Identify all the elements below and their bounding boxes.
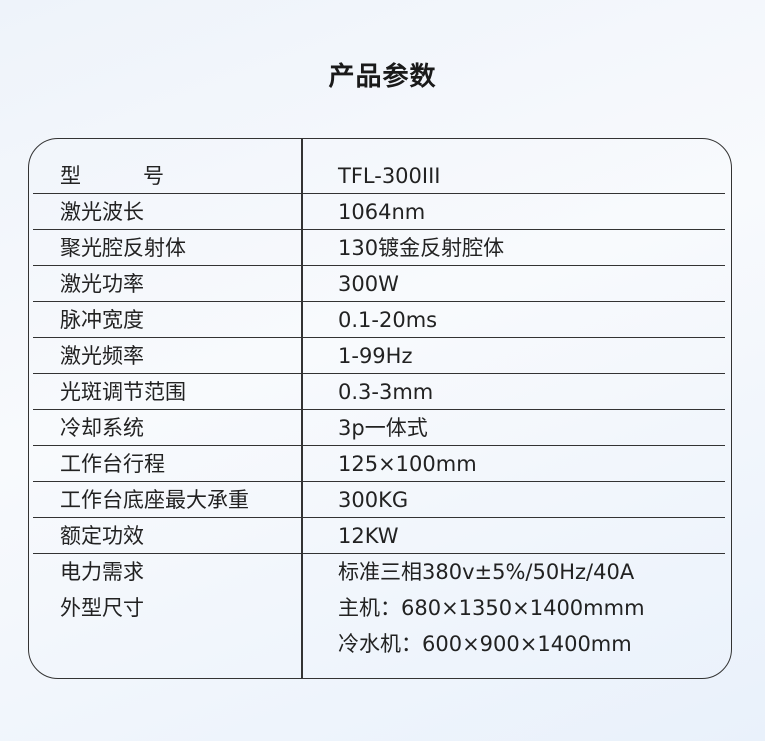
spec-row: 激光功率 300W [33,266,725,302]
spec-row: 额定功效 12KW [33,518,725,554]
spec-value: 1-99Hz [338,344,413,368]
spec-key: 额定功效 [60,524,144,548]
spec-value: 冷水机：600×900×1400mm [338,632,632,656]
spec-key: 聚光腔反射体 [60,236,186,260]
spec-key-part: 号 [143,164,164,188]
spec-row: 聚光腔反射体 130镀金反射腔体 [33,230,725,266]
spec-key: 电力需求 [60,560,144,584]
spec-value: TFL-300III [338,164,441,188]
page-title: 产品参数 [328,62,437,92]
spec-table [28,138,732,679]
spec-key: 型号 [60,158,164,194]
spec-value: 125×100mm [338,452,477,476]
spec-key: 脉冲宽度 [60,308,144,332]
column-divider [301,138,303,679]
spec-value: 主机：680×1350×1400mmm [338,596,645,620]
spec-row: 冷却系统 3p一体式 [33,410,725,446]
spec-row: 光斑调节范围 0.3-3mm [33,374,725,410]
spec-key: 激光频率 [60,344,144,368]
spec-row: 型号 TFL-300III [33,158,725,194]
spec-row: 工作台底座最大承重 300KG [33,482,725,518]
spec-key-part: 型 [60,164,81,188]
spec-value: 300W [338,272,399,296]
spec-key: 激光功率 [60,272,144,296]
spec-row: 脉冲宽度 0.1-20ms [33,302,725,338]
spec-value: 0.1-20ms [338,308,438,332]
spec-value: 130镀金反射腔体 [338,236,505,260]
spec-value: 标准三相380v±5%/50Hz/40A [338,560,635,584]
spec-key: 工作台底座最大承重 [60,488,249,512]
spec-value: 0.3-3mm [338,380,434,404]
spec-key: 激光波长 [60,200,144,224]
spec-value: 1064nm [338,200,426,224]
spec-row: 工作台行程 125×100mm [33,446,725,482]
spec-value: 300KG [338,488,409,512]
spec-row-power-size: 电力需求外型尺寸 标准三相380v±5%/50Hz/40A 主机：680×1350×… [33,554,725,680]
spec-key: 工作台行程 [60,452,165,476]
spec-row: 激光波长 1064nm [33,194,725,230]
spec-key: 外型尺寸 [60,596,144,620]
spec-key: 光斑调节范围 [60,380,186,404]
spec-key: 冷却系统 [60,416,144,440]
spec-row: 激光频率 1-99Hz [33,338,725,374]
spec-value: 3p一体式 [338,416,428,440]
spec-value: 12KW [338,524,399,548]
